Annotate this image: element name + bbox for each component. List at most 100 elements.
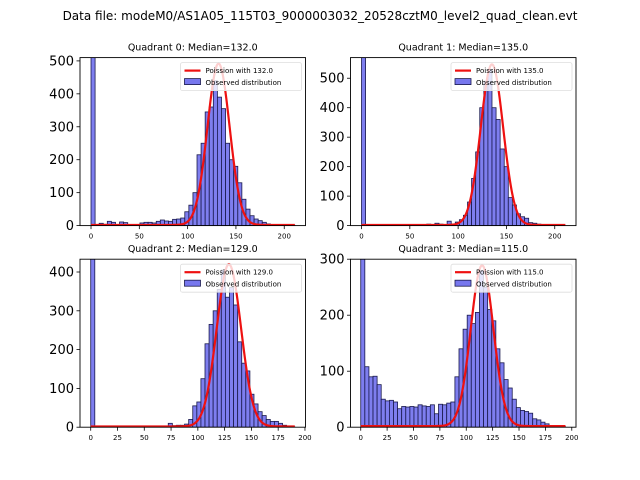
histogram-bar xyxy=(241,362,247,428)
axes-frame xyxy=(350,57,577,227)
histogram-bar xyxy=(409,406,415,428)
histogram-bar xyxy=(495,119,501,226)
legend-box xyxy=(180,62,302,91)
y-tick-label: 400 xyxy=(49,266,74,281)
x-tick-label: 150 xyxy=(512,434,525,442)
x-tick-label: 150 xyxy=(500,233,513,241)
histogram-bar xyxy=(229,287,234,428)
histogram-bar xyxy=(487,309,493,428)
histogram-bar xyxy=(364,366,370,428)
histogram-bar xyxy=(524,411,529,428)
histogram-bar xyxy=(499,148,505,226)
x-tick-label: 200 xyxy=(298,434,311,442)
y-tick-label: 500 xyxy=(49,54,74,69)
legend-poisson-label: Poission with 135.0 xyxy=(476,67,544,75)
x-tick-label: 75 xyxy=(435,434,444,442)
histogram-bar xyxy=(491,107,497,226)
x-tick-label: 175 xyxy=(539,434,552,442)
histogram-bar xyxy=(384,400,390,428)
histogram-bar xyxy=(90,57,96,226)
x-tick-label: 0 xyxy=(89,233,93,241)
y-tick-label: 100 xyxy=(49,382,74,397)
y-tick-label: 300 xyxy=(49,120,74,135)
x-tick-label: 125 xyxy=(486,434,499,442)
x-tick-label: 25 xyxy=(113,434,122,442)
legend-observed-label: Observed distribution xyxy=(206,281,282,289)
legend-poisson-label: Poission with 132.0 xyxy=(206,67,274,75)
axes-frame xyxy=(79,57,306,227)
histogram-bar xyxy=(221,108,226,226)
y-tick-label: 0 xyxy=(336,219,344,234)
legend-poisson-label: Poission with 115.0 xyxy=(476,269,544,277)
poisson-curve xyxy=(360,264,566,428)
y-tick-label: 300 xyxy=(320,253,345,268)
legend-poisson-label: Poission with 129.0 xyxy=(206,269,274,277)
histogram-bar xyxy=(421,405,427,428)
y-tick-label: 200 xyxy=(49,153,74,168)
subplot-quadrant-1: 0 100 200 300 400 500 0 50 100 150 200 Quadrant 1: … xyxy=(320,43,577,241)
y-tick-label: 300 xyxy=(49,304,74,319)
legend-observed-swatch xyxy=(454,78,472,85)
histogram-bar xyxy=(368,376,374,428)
x-tick-label: 200 xyxy=(548,233,561,241)
subplot-quadrant-2: 0 100 200 300 400 0 25 50 75 100 125 150 175 200 Quadr… xyxy=(49,244,311,442)
histogram-bar xyxy=(217,96,222,226)
subplot-title: Quadrant 1: Median=135.0 xyxy=(398,43,528,54)
x-tick-label: 150 xyxy=(229,233,242,241)
x-tick-label: 175 xyxy=(271,434,284,442)
histogram-bar xyxy=(90,259,96,428)
histogram-bar xyxy=(483,286,489,428)
x-tick-label: 75 xyxy=(167,434,176,442)
x-tick-label: 0 xyxy=(88,434,92,442)
x-tick-label: 125 xyxy=(218,434,231,442)
subplot-title: Quadrant 0: Median=132.0 xyxy=(128,43,258,54)
x-tick-label: 100 xyxy=(191,434,204,442)
histogram-bar xyxy=(212,80,218,226)
figure-suptitle: Data file: modeM0/AS1A05_115T03_90000030… xyxy=(63,9,578,23)
histogram-bar xyxy=(442,404,448,428)
y-tick-label: 200 xyxy=(49,343,74,358)
histogram-bar xyxy=(237,341,243,428)
subplot-title: Quadrant 2: Median=129.0 xyxy=(128,244,258,255)
legend-observed-label: Observed distribution xyxy=(476,79,552,87)
legend-observed-swatch xyxy=(184,78,201,85)
x-tick-label: 100 xyxy=(460,434,473,442)
y-tick-label: 200 xyxy=(320,309,345,324)
x-tick-label: 50 xyxy=(409,434,418,442)
y-tick-label: 100 xyxy=(320,365,345,380)
y-tick-label: 0 xyxy=(336,421,344,436)
histogram-bar xyxy=(405,406,411,428)
x-tick-label: 50 xyxy=(405,233,414,241)
axes-frame xyxy=(79,258,306,428)
histogram-bar xyxy=(479,269,484,428)
histogram-bar xyxy=(425,406,431,428)
histogram-bar xyxy=(429,404,435,428)
x-tick-label: 100 xyxy=(451,233,464,241)
histogram-bar xyxy=(401,406,407,428)
legend-observed-label: Observed distribution xyxy=(476,281,552,289)
y-tick-label: 0 xyxy=(66,219,74,234)
x-tick-label: 200 xyxy=(565,434,578,442)
poisson-curve xyxy=(361,63,566,226)
histogram-bar xyxy=(438,403,444,428)
axes-frame xyxy=(350,258,577,428)
histogram-bar xyxy=(474,311,480,428)
legend-observed-swatch xyxy=(454,279,472,287)
subplot-quadrant-0: 0 100 200 300 400 500 0 50 100 150 200 Quadrant 0: … xyxy=(49,43,306,241)
x-tick-label: 50 xyxy=(140,434,149,442)
poisson-curve xyxy=(90,263,295,428)
legend-box xyxy=(450,263,573,293)
subplot-title: Quadrant 3: Median=115.0 xyxy=(398,244,528,255)
y-tick-label: 400 xyxy=(49,87,74,102)
legend-box xyxy=(180,263,302,293)
y-tick-label: 500 xyxy=(320,72,345,87)
histogram-bar xyxy=(208,106,214,226)
y-tick-label: 100 xyxy=(320,190,345,205)
x-tick-label: 100 xyxy=(181,233,194,241)
x-tick-label: 0 xyxy=(359,434,363,442)
histogram-bar xyxy=(503,166,509,226)
legend-observed-swatch xyxy=(184,279,201,287)
x-tick-label: 25 xyxy=(383,434,392,442)
histogram-bar xyxy=(413,406,419,428)
